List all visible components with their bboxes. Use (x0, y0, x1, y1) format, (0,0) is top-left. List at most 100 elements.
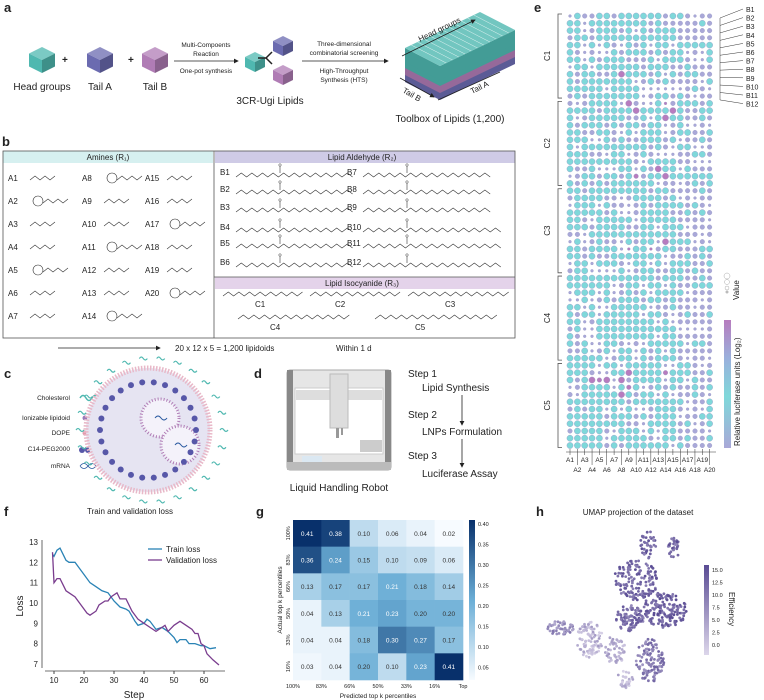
luciferase-dot (640, 165, 647, 173)
luciferase-dot (596, 173, 602, 179)
umap-point (657, 653, 661, 657)
amine-label: A2 (8, 197, 18, 206)
luciferase-dot (706, 129, 713, 136)
luciferase-dot (581, 347, 589, 355)
isocyanide-structure (222, 291, 303, 297)
luciferase-dot (669, 332, 677, 340)
cholesterol-mark (93, 475, 103, 480)
luciferase-dot (669, 201, 677, 209)
umap-point (615, 618, 618, 621)
y-tick-label: 9 (34, 619, 39, 628)
heatmap-cell (406, 520, 435, 547)
luciferase-dot (693, 14, 697, 18)
tail-b-cube-icon (273, 65, 293, 85)
luciferase-dot (669, 107, 677, 114)
umap-point (664, 622, 668, 625)
umap-point (609, 648, 612, 652)
luciferase-dot (640, 70, 647, 78)
umap-point (645, 671, 649, 675)
y-axis-label: Actual top k percentiles (277, 566, 284, 634)
carbon-chain (235, 227, 353, 233)
luciferase-dot (611, 129, 617, 135)
umap-point (617, 583, 621, 586)
luciferase-dot (685, 35, 691, 41)
luciferase-dot (603, 347, 611, 355)
luciferase-dot (596, 238, 603, 245)
luciferase-dot (670, 78, 676, 84)
luciferase-dot (678, 138, 682, 142)
luciferase-dot (618, 187, 625, 194)
luciferase-dot (640, 252, 647, 260)
luciferase-dot (566, 282, 574, 289)
luciferase-dot (684, 41, 691, 49)
luciferase-dot (610, 209, 618, 216)
x-axis-label: Step (124, 690, 145, 700)
luciferase-dot (634, 349, 638, 353)
isocyanide-header-text: Lipid Isocyanide (R₃) (325, 279, 399, 288)
luciferase-dot (699, 166, 705, 172)
luciferase-dot (640, 231, 647, 238)
luciferase-dot (706, 245, 713, 253)
luciferase-dot (654, 405, 662, 413)
luciferase-dot (612, 385, 616, 389)
row-group-label: C3 (543, 225, 552, 236)
luciferase-dot (625, 165, 633, 173)
aldehyde-structure (362, 198, 491, 213)
isocyanide-structure (309, 291, 401, 297)
luciferase-dot (566, 434, 574, 442)
luciferase-dot (654, 413, 662, 420)
luciferase-dot (568, 240, 572, 244)
luciferase-dot (692, 362, 698, 368)
umap-point (624, 587, 628, 590)
luciferase-dot (685, 392, 691, 398)
luciferase-dot (634, 79, 638, 84)
luciferase-dot (603, 311, 611, 318)
luciferase-dot (597, 167, 601, 171)
umap-point (594, 643, 598, 646)
heatmap-cell (378, 653, 407, 681)
umap-point (636, 665, 640, 669)
luciferase-dot (574, 201, 581, 209)
luciferase-dot (707, 115, 713, 121)
aldehyde-label: B1 (220, 168, 230, 177)
luciferase-dot (625, 129, 633, 136)
luciferase-dot (692, 319, 698, 325)
luciferase-dot (677, 340, 684, 347)
x-tick-label: 10 (50, 676, 59, 685)
luciferase-dot (706, 172, 713, 180)
luciferase-dot (625, 238, 633, 245)
umap-point (560, 627, 564, 631)
colorbar-tick-label: 0.40 (478, 522, 489, 528)
hts-label: High-Throughput (320, 68, 369, 75)
step-number: Step 3 (408, 451, 437, 462)
carbonyl-oxygen (405, 198, 409, 202)
luciferase-dot (588, 383, 596, 391)
luciferase-dot (632, 434, 640, 442)
luciferase-dot (632, 282, 640, 289)
peg-lipid (172, 387, 179, 394)
luciferase-dot (662, 434, 669, 442)
luciferase-dot (669, 260, 677, 267)
cholesterol-mark (138, 499, 148, 504)
umap-point (667, 594, 671, 598)
luciferase-dot (699, 348, 705, 354)
luciferase-dot (654, 158, 662, 165)
luciferase-dot (632, 245, 640, 253)
luciferase-dot (611, 239, 617, 245)
luciferase-dot (706, 383, 713, 391)
luciferase-dot (633, 268, 639, 274)
cell-value: 0.04 (329, 664, 342, 671)
luciferase-dot (692, 435, 698, 441)
luciferase-dot (678, 181, 682, 185)
luciferase-dot (699, 19, 706, 27)
carbon-chain (235, 207, 353, 213)
luciferase-dot (647, 194, 655, 202)
aldehyde-label: B9 (347, 203, 357, 212)
umap-point (630, 562, 634, 566)
luciferase-dot (633, 392, 639, 398)
cholesterol-mark (211, 394, 221, 399)
umap-point (655, 646, 659, 650)
column-label: A20 (704, 467, 716, 474)
luciferase-dot (654, 187, 662, 194)
luciferase-dot (568, 261, 572, 266)
